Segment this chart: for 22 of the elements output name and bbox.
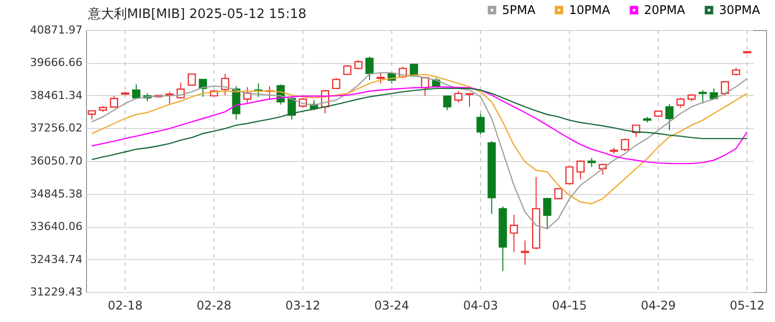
x-tick-label: 02-18 [108, 298, 143, 312]
y-tick-label: 31229.43 [30, 286, 82, 298]
chart-title: 意大利MIB[MIB] 2025-05-12 15:18 [87, 7, 306, 22]
x-tick-label: 04-29 [640, 298, 676, 312]
legend-label: 5PMA [502, 3, 536, 18]
x-tick-label: 03-12 [285, 298, 320, 312]
y-tick-label: 34845.38 [30, 187, 82, 200]
x-tick-label: 04-03 [463, 298, 498, 312]
x-tick-label: 03-24 [374, 298, 410, 312]
y-tick-label: 36050.70 [30, 154, 82, 168]
y-tick-label: 33640.06 [30, 220, 82, 233]
x-tick-label: 02-28 [196, 298, 232, 312]
x-tick-label: 04-15 [552, 298, 587, 312]
legend-label: 20PMA [644, 3, 686, 18]
legend-label: 10PMA [569, 3, 611, 18]
y-tick-label: 32434.74 [30, 252, 82, 266]
y-tick-label: 37256.02 [30, 122, 82, 135]
y-tick-label: 38461.34 [30, 89, 82, 102]
y-tick-label: 40871.97 [30, 24, 82, 36]
y-tick-label: 39666.66 [30, 56, 82, 70]
x-tick-label: 05-12 [730, 298, 765, 312]
legend-label: 30PMA [719, 3, 761, 18]
